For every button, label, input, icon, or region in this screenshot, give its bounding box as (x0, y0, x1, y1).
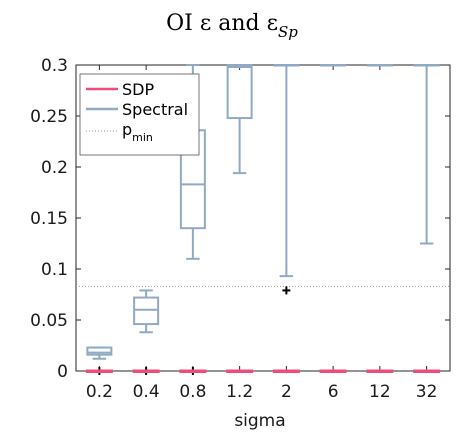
spectral-1_2-box (226, 64, 253, 120)
spectral-0_2-box (86, 346, 113, 356)
plot-area: 0 0.05 0.1 0.15 0.2 0.25 0.3 0.2 0.4 0.8 1.2 2 6 12 32 (30, 56, 451, 402)
y-tick-label-2: 0.1 (41, 260, 68, 280)
y-tick-label-3: 0.15 (30, 209, 68, 229)
x-tick-label-3: 1.2 (226, 382, 253, 402)
legend: SDP Spectral pmin (79, 73, 200, 156)
y-tick-label-1: 0.05 (30, 311, 68, 331)
spectral-0_4-box (133, 296, 160, 326)
legend-label-pmin: pmin (122, 120, 153, 144)
x-tick-label-6: 12 (369, 382, 391, 402)
chart-title: OI ε and εSp (166, 11, 298, 41)
y-tick-label-4: 0.2 (41, 158, 68, 178)
x-tick-label-7: 32 (416, 382, 438, 402)
x-tick-label-1: 0.4 (133, 382, 160, 402)
y-tick-label-0: 0 (57, 362, 68, 382)
x-tick-label-5: 6 (328, 382, 339, 402)
x-tick-label-0: 0.2 (86, 382, 113, 402)
x-tick-label-4: 2 (281, 382, 292, 402)
legend-label-sdp: SDP (122, 80, 154, 99)
y-tick-label-5: 0.25 (30, 107, 68, 127)
legend-label-pmin-subscript: min (132, 131, 153, 144)
x-axis-label: sigma (234, 411, 285, 431)
chart-title-subscript: Sp (278, 23, 298, 41)
y-tick-label-6: 0.3 (41, 56, 68, 76)
legend-box (79, 73, 200, 156)
legend-label-spectral: Spectral (122, 100, 188, 119)
x-tick-label-2: 0.8 (179, 382, 206, 402)
